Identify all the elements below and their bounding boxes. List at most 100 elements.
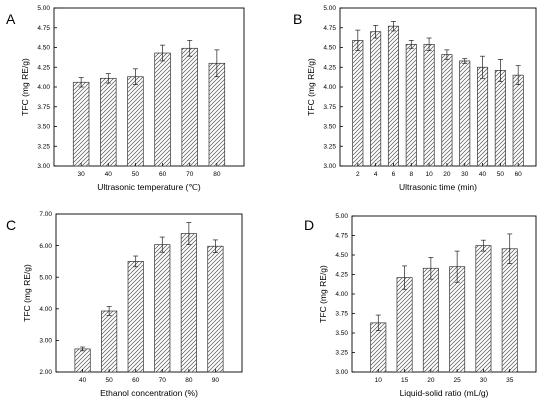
y-tick-label: 4.25 [37,64,50,71]
y-tick-label: 4.00 [37,84,50,91]
panel-d: D 3.00 3.25 3.50 3.75 4.00 4.25 4.50 4.75 5.00 10 1… [304,213,537,398]
x-tick-label: 90 [212,377,220,384]
bar [154,244,171,373]
x-tick-label: 60 [159,171,167,178]
y-tick-label: 4.50 [323,45,336,52]
x-tick-label: 50 [106,377,114,384]
x-tick-label: 25 [454,377,462,384]
bar [423,43,435,167]
panel-a: A 3.00 3.25 3.50 3.75 4.00 4.25 4.50 4.75 5.00 30 4… [6,5,245,192]
panel-b: B 3.00 3.25 3.50 3.75 4.00 4.25 4.50 4.75 5.00 2 4 6… [293,5,537,192]
y-tick-label: 3.50 [335,330,348,337]
y-tick-label: 4.50 [37,45,50,52]
panel-letter: A [6,11,16,27]
x-tick-label: 35 [506,377,514,384]
panel-letter: D [304,217,314,233]
y-tick-label: 7.00 [39,211,52,218]
x-tick-label: 15 [401,377,409,384]
bar [127,76,144,167]
x-tick-label: 70 [159,377,167,384]
y-tick-label: 4.00 [335,291,348,298]
x-tick-label: 40 [479,171,487,178]
x-tick-label: 50 [132,171,140,178]
y-tick-label: 4.50 [335,252,348,259]
x-axis-title: Ethanol concentration (%) [100,388,198,398]
y-tick-label: 4.00 [323,84,336,91]
bar [154,52,171,167]
y-axis-title: TFC (mg RE/g) [20,58,30,116]
x-tick-label: 70 [186,171,194,178]
y-tick-label: 5.00 [37,5,50,12]
bar [405,43,417,167]
bar [127,261,144,373]
panel-letter: B [293,11,302,27]
y-tick-label: 3.25 [323,143,336,150]
bar [101,310,118,373]
bar [396,277,413,373]
bar [180,233,197,373]
x-tick-label: 30 [78,171,86,178]
y-tick-label: 3.25 [335,350,348,357]
y-tick-label: 4.25 [335,272,348,279]
x-tick-label: 50 [497,171,505,178]
y-axis-title: TFC (mg RE/g) [22,264,32,322]
bar [207,245,224,373]
y-tick-label: 3.00 [37,163,50,170]
bar [352,40,364,167]
bar [441,54,453,167]
x-tick-label: 30 [480,377,488,384]
bar [100,77,117,167]
bar [494,70,506,167]
x-tick-label: 20 [427,377,435,384]
y-tick-label: 2.00 [39,369,52,376]
y-axis-title: TFC (mg RE/g) [306,58,316,116]
x-tick-label: 40 [79,377,87,384]
bar [477,66,489,167]
x-axis-title: Ultrasonic temperature (℃) [97,182,201,192]
x-tick-label: 6 [392,171,396,178]
y-tick-label: 4.75 [335,233,348,240]
y-tick-label: 3.50 [323,124,336,131]
y-tick-label: 5.00 [39,274,52,281]
x-tick-label: 10 [375,377,383,384]
x-tick-label: 80 [185,377,193,384]
x-tick-label: 20 [443,171,451,178]
y-tick-label: 3.00 [335,369,348,376]
y-tick-label: 4.75 [323,25,336,32]
x-tick-label: 40 [105,171,113,178]
x-axis-title: Ultrasonic time (min) [399,182,477,192]
y-tick-label: 3.00 [323,163,336,170]
x-tick-label: 60 [132,377,140,384]
y-tick-label: 5.00 [323,5,336,12]
bar [72,81,90,167]
bar [370,31,382,167]
y-tick-label: 6.00 [39,243,52,250]
y-tick-label: 3.50 [37,124,50,131]
bar [512,74,524,167]
x-axis-title: Liquid-solid ratio (mL/g) [400,388,489,398]
x-tick-label: 60 [515,171,523,178]
bar [208,62,226,167]
y-tick-label: 3.75 [37,104,50,111]
panel-letter: C [6,217,16,233]
y-tick-label: 3.00 [39,338,52,345]
bar [459,60,471,167]
x-tick-label: 80 [213,171,221,178]
y-tick-label: 3.75 [323,104,336,111]
y-tick-label: 4.75 [37,25,50,32]
y-axis-title: TFC (mg RE/g) [318,265,328,323]
y-tick-label: 3.75 [335,311,348,318]
y-tick-label: 3.25 [37,143,50,150]
plot-frame [55,213,243,373]
x-tick-label: 8 [409,171,413,178]
bar [181,47,198,167]
bar [387,25,399,167]
y-tick-label: 5.00 [335,213,348,220]
x-tick-label: 10 [425,171,433,178]
x-tick-label: 2 [356,171,360,178]
y-tick-label: 4.25 [323,64,336,71]
bar [501,248,518,373]
plot-frame [339,7,537,167]
bar [74,348,91,373]
